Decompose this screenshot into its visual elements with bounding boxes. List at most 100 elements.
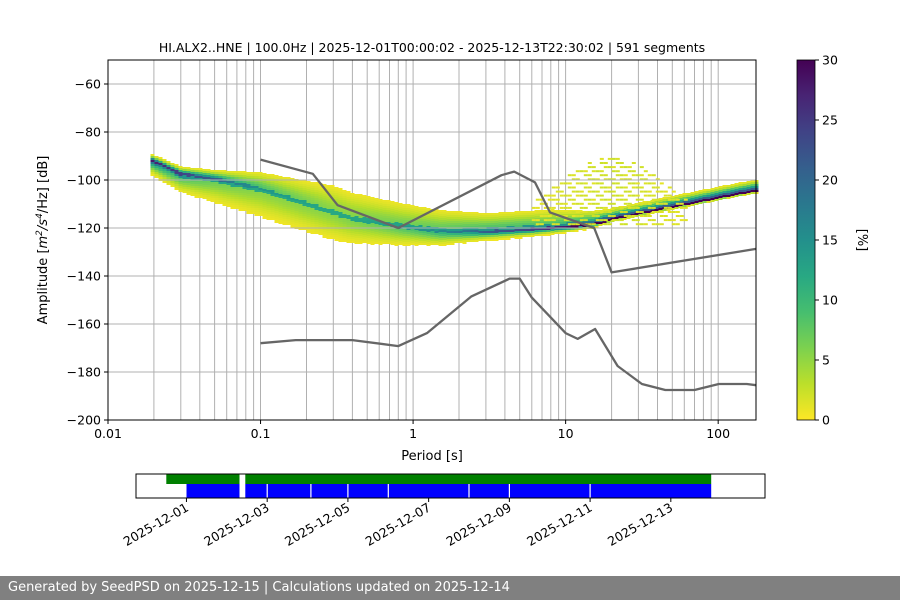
psd-cell <box>334 215 339 217</box>
psd-cell <box>402 236 407 238</box>
psd-cell <box>730 184 735 186</box>
psd-cell <box>322 234 327 236</box>
psd-cell <box>490 217 495 219</box>
psd-cell <box>619 206 624 209</box>
psd-plot: HI.ALX2..HNE | 100.0Hz | 2025-12-01T00:0… <box>35 40 759 464</box>
psd-cell <box>366 204 371 206</box>
psd-cell <box>671 198 676 201</box>
psd-cell <box>454 225 459 227</box>
psd-cell <box>406 234 411 236</box>
psd-cell <box>354 196 359 198</box>
psd-cell <box>342 196 347 198</box>
psd-cell <box>366 210 371 212</box>
psd-cell <box>587 202 592 205</box>
psd-cell <box>346 191 351 193</box>
psd-cell <box>614 209 619 211</box>
psd-cell <box>402 212 407 214</box>
x-tick-label: 10 <box>558 426 574 441</box>
psd-cell <box>206 187 211 189</box>
psd-cell <box>354 194 359 196</box>
psd-cell <box>599 194 604 197</box>
psd-cell <box>438 240 443 242</box>
psd-cell <box>539 198 544 201</box>
psd-cell <box>346 211 351 213</box>
psd-cell <box>394 228 399 230</box>
psd-cell <box>394 208 399 210</box>
psd-cell <box>190 180 195 182</box>
psd-cell <box>658 208 663 210</box>
psd-cell <box>342 234 347 236</box>
psd-cell <box>362 225 367 227</box>
psd-cell <box>238 171 243 173</box>
psd-cell <box>614 217 619 219</box>
psd-cell <box>550 209 555 211</box>
psd-cell <box>738 182 743 184</box>
psd-cell <box>166 181 171 183</box>
psd-cell <box>230 197 235 199</box>
psd-cell <box>366 212 371 214</box>
psd-cell <box>647 202 652 205</box>
psd-cell <box>414 228 419 230</box>
psd-cell <box>210 190 215 192</box>
psd-cell <box>462 224 467 226</box>
psd-cell <box>622 218 627 220</box>
psd-cell <box>478 215 483 217</box>
psd-cell <box>667 211 672 213</box>
psd-cell <box>546 226 551 228</box>
psd-cell <box>458 211 463 213</box>
psd-cell <box>310 204 315 206</box>
psd-cell <box>294 185 299 187</box>
psd-cell <box>434 209 439 211</box>
psd-cell <box>542 224 547 226</box>
psd-cell <box>631 219 636 222</box>
psd-cell <box>250 196 255 198</box>
psd-cell <box>310 196 315 198</box>
psd-cell <box>587 186 592 189</box>
psd-cell <box>603 219 608 222</box>
psd-cell <box>266 198 271 200</box>
psd-cell <box>338 188 343 190</box>
psd-cell <box>623 190 628 193</box>
psd-cell <box>398 233 403 235</box>
psd-cell <box>306 213 311 215</box>
psd-cell <box>566 216 571 218</box>
psd-cell <box>354 218 359 220</box>
psd-cell <box>358 228 363 230</box>
psd-cell <box>563 194 568 197</box>
psd-cell <box>746 181 751 183</box>
psd-cell <box>414 230 419 232</box>
psd-cell <box>478 233 483 235</box>
psd-cell <box>659 190 664 193</box>
psd-cell <box>290 220 295 222</box>
psd-cell <box>334 205 339 207</box>
psd-cell <box>250 204 255 206</box>
psd-cell <box>534 222 539 224</box>
psd-cell <box>555 223 560 226</box>
psd-cell <box>274 197 279 199</box>
psd-cell <box>186 187 191 189</box>
psd-cell <box>502 216 507 218</box>
psd-cell <box>326 209 331 211</box>
psd-cell <box>539 223 544 226</box>
psd-cell <box>282 185 287 187</box>
psd-cell <box>178 170 183 172</box>
psd-cell <box>474 224 479 226</box>
psd-cell <box>647 190 652 193</box>
psd-cell <box>474 218 479 220</box>
psd-cell <box>378 215 383 217</box>
psd-cell <box>266 208 271 210</box>
psd-cell <box>334 231 339 233</box>
psd-cell <box>286 221 291 223</box>
psd-cell <box>643 178 648 181</box>
psd-cell <box>406 214 411 216</box>
psd-cell <box>434 211 439 213</box>
psd-cell <box>430 225 435 227</box>
psd-cell <box>598 216 603 218</box>
psd-cell <box>750 186 755 188</box>
psd-cell <box>742 186 747 188</box>
psd-cell <box>542 218 547 220</box>
psd-cell <box>314 216 319 218</box>
psd-cell <box>330 205 335 207</box>
psd-cell <box>178 176 183 178</box>
psd-cell <box>266 196 271 198</box>
